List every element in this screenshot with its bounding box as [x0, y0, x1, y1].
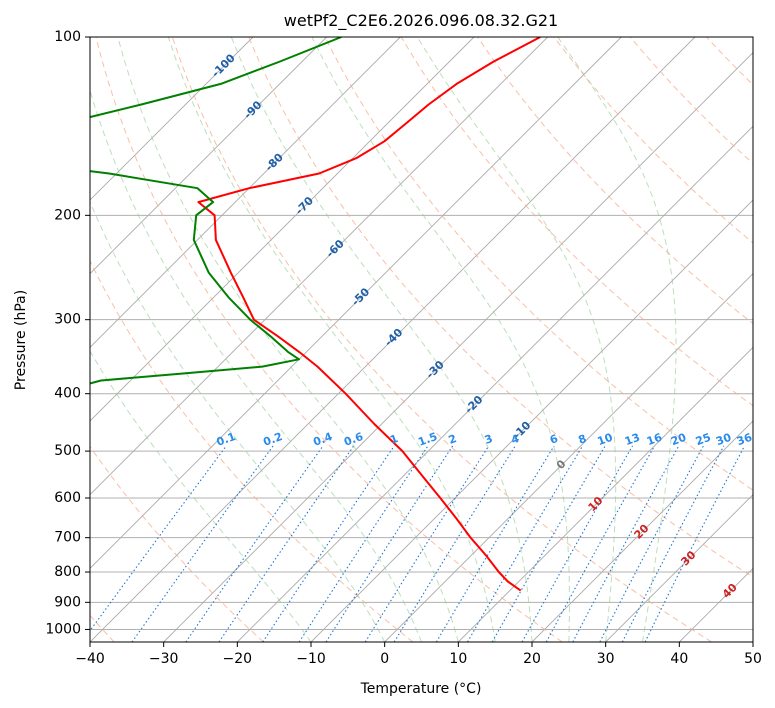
- isotherm-line: [237, 125, 753, 642]
- mixing-ratio-label: 13: [623, 431, 642, 448]
- isotherm-line: [163, 52, 753, 642]
- isotherm-line: [531, 420, 753, 642]
- plot-frame: [89, 36, 754, 643]
- mixing-ratio-line: [218, 445, 355, 642]
- isotherm-line: [752, 641, 753, 642]
- y-tick-label: 400: [54, 386, 81, 402]
- moist-adiabat: [117, 37, 459, 642]
- isotherm-line: [310, 199, 753, 642]
- mixing-ratio-label: 0.4: [311, 430, 334, 449]
- mixing-ratio-label: 0.2: [262, 430, 285, 449]
- mixing-ratio-line: [325, 445, 454, 642]
- mixing-ratio-line: [644, 445, 746, 642]
- x-tick-label: −40: [75, 651, 105, 667]
- mixing-ratio-line: [545, 445, 656, 642]
- mixing-ratio-line: [185, 445, 324, 642]
- mixing-ratio-label: 3: [483, 432, 495, 447]
- mixing-ratio-label: 6: [548, 432, 560, 447]
- moist-adiabat: [557, 37, 677, 642]
- mixing-ratio-line: [262, 445, 395, 642]
- moist-adiabat: [230, 37, 533, 642]
- x-tick-label: 20: [523, 651, 541, 667]
- mixing-ratio-line: [467, 445, 584, 642]
- dry-adiabat: [324, 37, 753, 491]
- mixing-ratio-label: 10: [596, 431, 615, 449]
- dry-adiabat: [90, 445, 264, 642]
- y-tick-label: 600: [54, 490, 81, 506]
- mixing-ratio-label: 36: [735, 431, 754, 449]
- dry-adiabat: [90, 259, 414, 642]
- isotherm-line: [90, 37, 548, 496]
- mixing-ratio-label: 20: [669, 431, 688, 449]
- moist-adiabat: [311, 37, 570, 642]
- moist-adiabat: [90, 350, 312, 642]
- y-tick-label: 300: [54, 312, 81, 328]
- mixing-ratio-label: 2: [447, 432, 459, 447]
- y-tick-label: 1000: [45, 621, 81, 637]
- y-tick-label: 700: [54, 530, 81, 546]
- isotherm-line: [458, 346, 753, 642]
- y-tick-label: 900: [54, 594, 81, 610]
- mixing-ratio-line: [521, 445, 633, 642]
- mixing-ratio-label: 30: [714, 431, 733, 449]
- y-tick-label: 800: [54, 564, 81, 580]
- mixing-ratio-line: [364, 445, 490, 642]
- dry-adiabat: [95, 37, 563, 642]
- x-axis-label: Temperature (°C): [360, 681, 482, 697]
- mixing-ratio-label: 1.5: [416, 430, 439, 449]
- x-tick-label: −10: [296, 651, 326, 667]
- mixing-ratio-label: 1: [388, 432, 400, 447]
- isotherm-line: [384, 273, 753, 642]
- y-tick-label: 200: [54, 207, 81, 223]
- moist-adiabat: [167, 37, 496, 642]
- y-tick-label: 100: [54, 29, 81, 45]
- dewpoint-profile-line: [90, 37, 342, 385]
- x-tick-label: −30: [149, 651, 179, 667]
- mixing-ratio-line: [298, 445, 429, 642]
- x-tick-label: −20: [223, 651, 253, 667]
- dry-adiabat: [248, 37, 753, 578]
- plot-area: [90, 37, 753, 642]
- mixing-ratio-line: [131, 445, 274, 642]
- mixing-ratio-label: 0.6: [342, 430, 365, 449]
- temperature-profile-line: [197, 37, 541, 592]
- mixing-ratio-line: [393, 445, 516, 642]
- isotherm-line: [90, 37, 401, 348]
- mixing-ratio-label: 25: [694, 431, 713, 448]
- moist-adiabat: [416, 37, 617, 642]
- x-tick-label: 0: [380, 651, 389, 667]
- mixing-ratio-label: 0.1: [215, 430, 238, 449]
- mixing-ratio-line: [435, 445, 555, 642]
- moist-adiabat: [90, 88, 422, 642]
- isotherm-line: [90, 37, 475, 422]
- mixing-ratio-label: 16: [645, 431, 664, 449]
- mixing-ratio-line: [621, 445, 725, 642]
- x-tick-label: 50: [744, 651, 762, 667]
- mixing-ratio-label: 4: [509, 432, 521, 447]
- chart-title: wetPf2_C2E6.2026.096.08.32.G21: [284, 11, 558, 31]
- isotherm-line: [90, 37, 622, 569]
- isotherm-line: [605, 494, 753, 642]
- isotherm-line: [90, 37, 327, 275]
- isotherm-line: [90, 37, 696, 642]
- dry-adiabat: [629, 37, 753, 165]
- dry-adiabat: [477, 37, 753, 325]
- x-tick-label: 40: [670, 651, 688, 667]
- x-tick-label: 30: [597, 651, 615, 667]
- dry-adiabat: [171, 37, 712, 642]
- axis-layer: −40 −30 −20 −10 0 10 20 30 40 5010020030040050060…: [45, 29, 762, 667]
- y-axis-label: Pressure (hPa): [13, 290, 29, 390]
- dry-adiabat: [400, 37, 753, 407]
- x-tick-label: 10: [449, 651, 467, 667]
- mixing-ratio-label: 8: [577, 432, 589, 447]
- moist-adiabat: [90, 200, 386, 642]
- y-tick-label: 500: [54, 443, 81, 459]
- plot-layer: [90, 37, 753, 642]
